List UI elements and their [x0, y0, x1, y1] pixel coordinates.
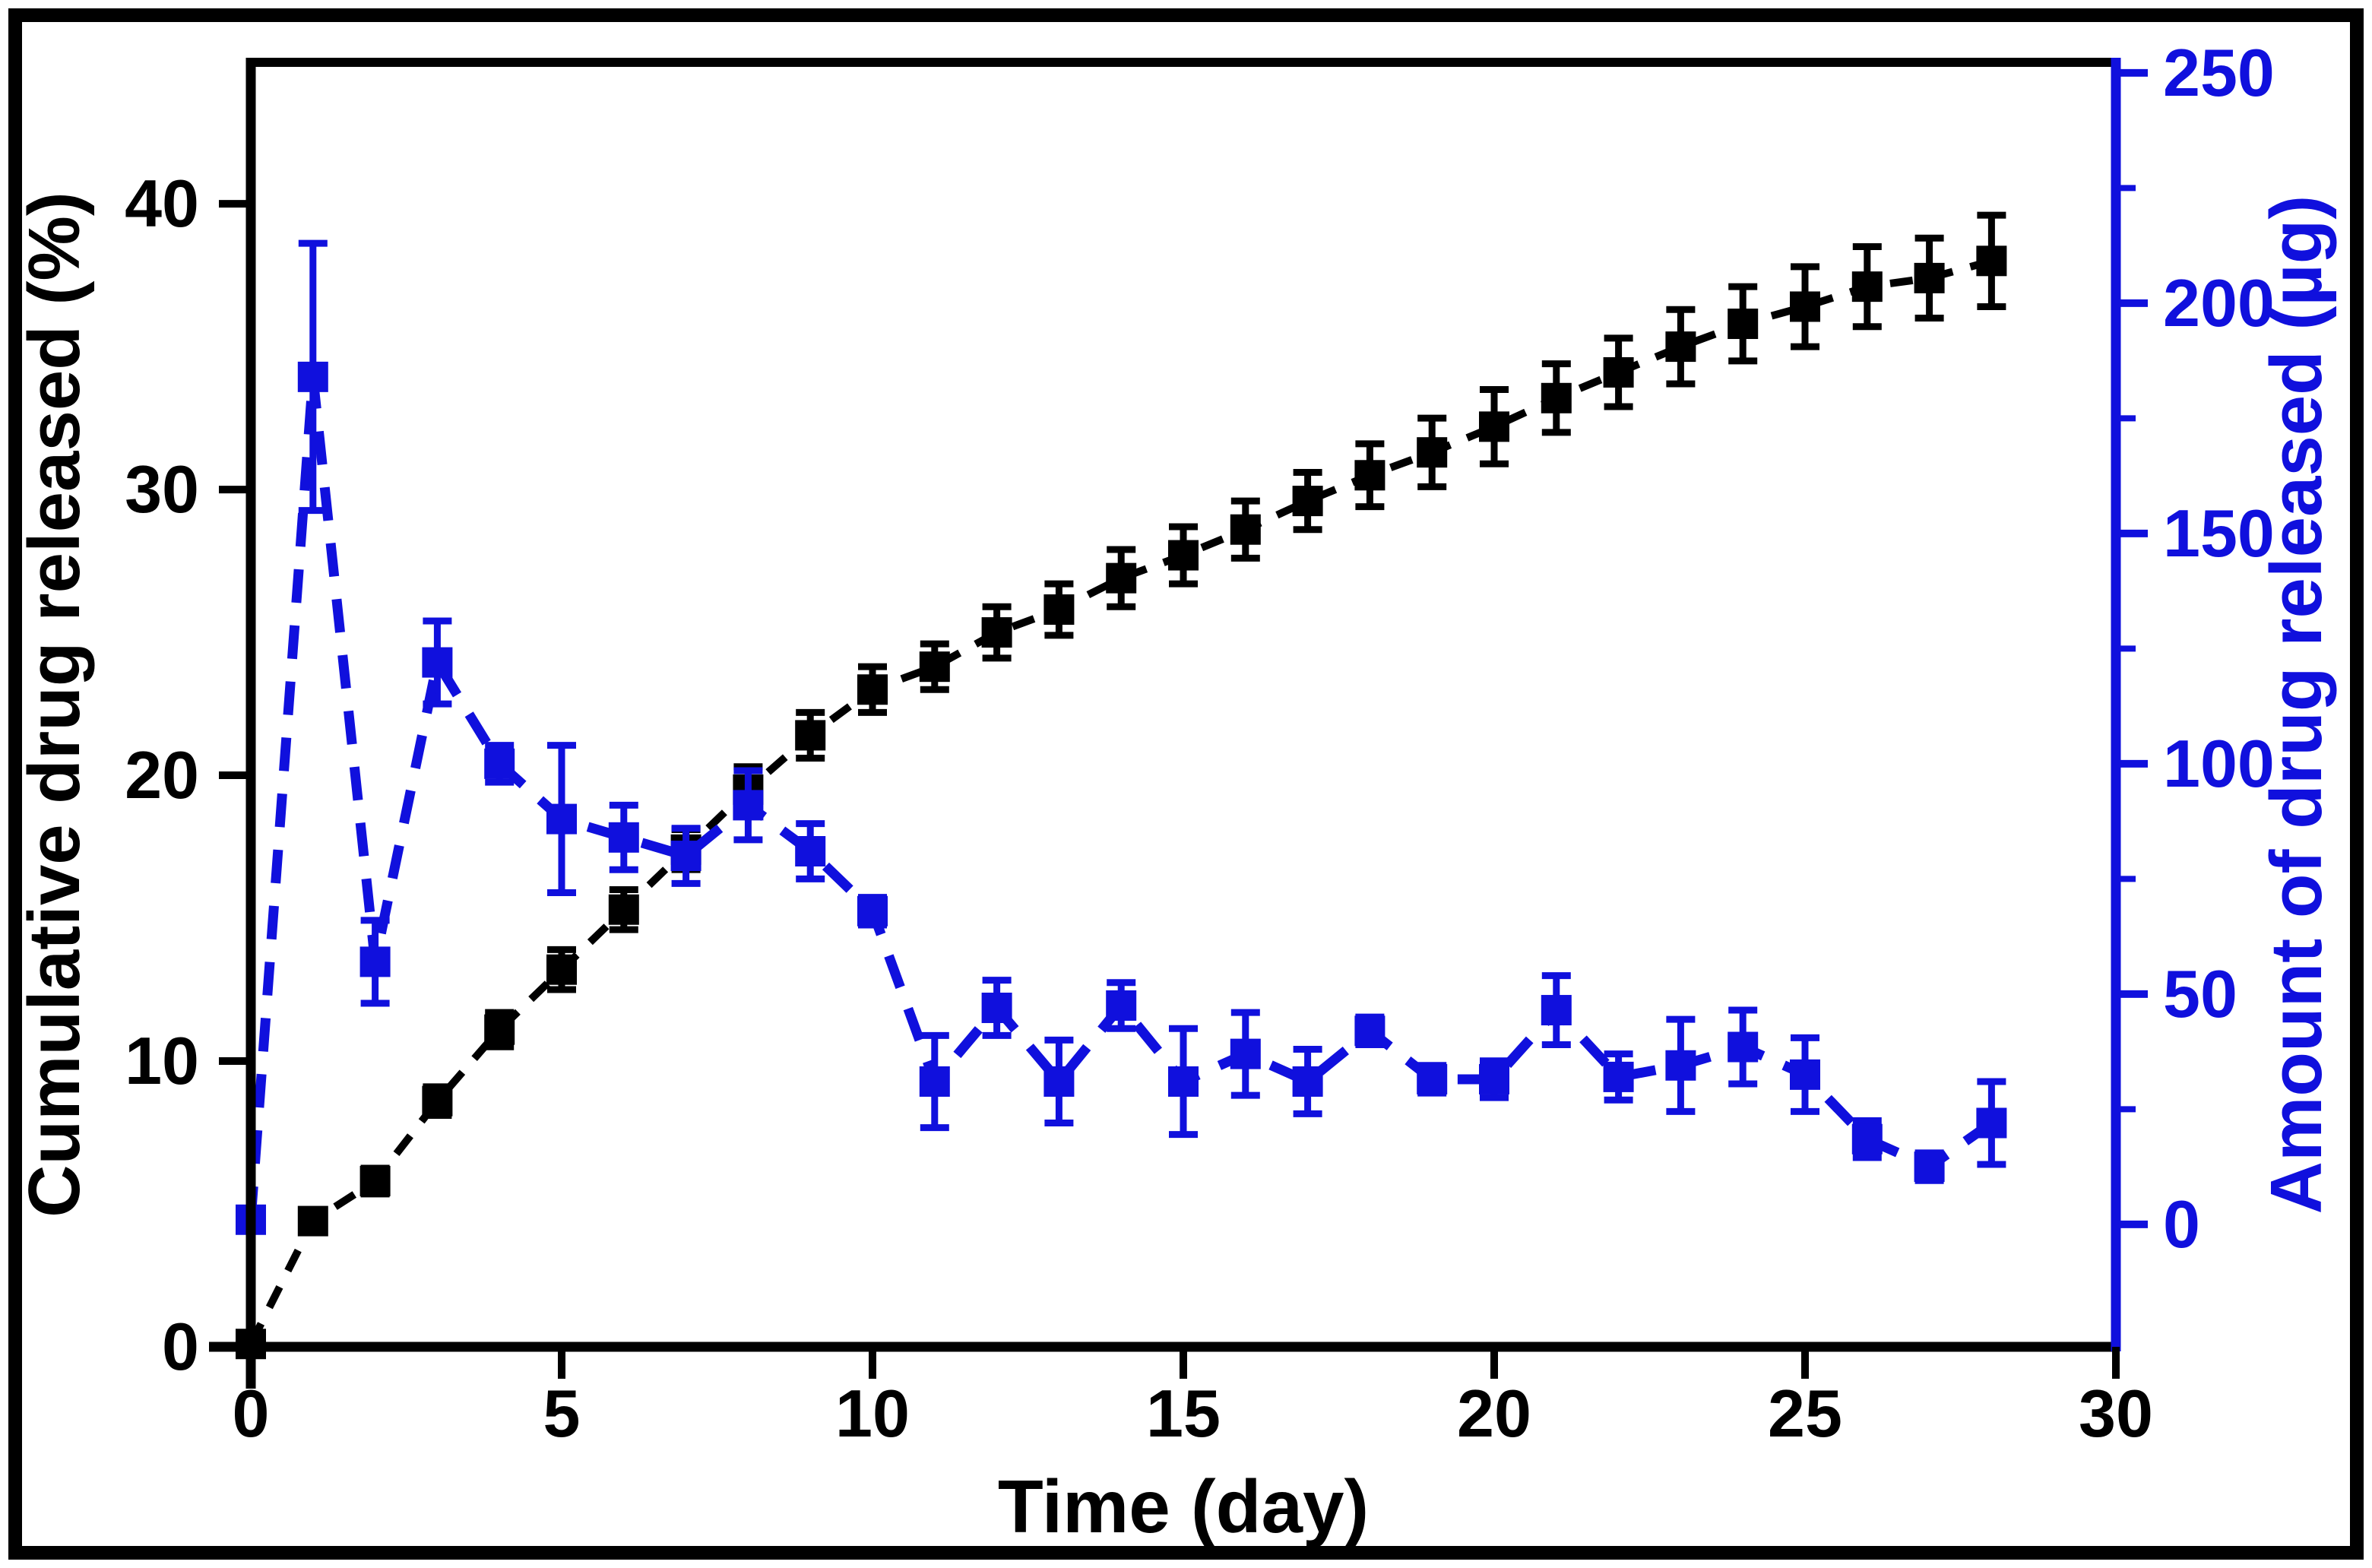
x-axis-title: Time (day) [998, 1465, 1369, 1548]
series-line [247, 257, 1993, 1346]
data-point-marker [1851, 1123, 1883, 1155]
data-point-marker [1417, 1063, 1448, 1094]
data-point-marker [1665, 1050, 1696, 1081]
data-point-marker [1541, 995, 1572, 1026]
data-point-marker [1728, 1031, 1759, 1063]
data-point-marker [297, 1205, 328, 1237]
right-axis-tick-label: 0 [2163, 1186, 2200, 1262]
right-axis-tick-label: 50 [2163, 956, 2237, 1031]
data-point-marker [1541, 382, 1572, 413]
x-axis-tick-label: 25 [1768, 1376, 1842, 1451]
data-point-marker [1603, 1061, 1634, 1092]
x-axis-tick-label: 0 [233, 1376, 270, 1451]
data-point-marker [359, 1165, 391, 1196]
data-point-marker [919, 1066, 950, 1097]
data-point-marker [359, 946, 391, 977]
data-point-marker [422, 1085, 453, 1117]
data-point-marker [1230, 1038, 1261, 1069]
data-point-marker [1043, 1066, 1075, 1097]
data-point-marker [1603, 356, 1634, 388]
left-axis-tick-label: 40 [125, 166, 199, 241]
x-axis-tick-label: 10 [835, 1376, 910, 1451]
data-point-marker [1790, 1059, 1820, 1090]
data-point-marker [733, 790, 764, 821]
left-axis-tick-label: 20 [125, 737, 199, 813]
series-markers [236, 245, 2007, 1360]
right-axis-tick-label: 100 [2163, 726, 2275, 801]
right-axis-tick-label: 150 [2163, 496, 2275, 571]
data-point-marker [1230, 514, 1261, 545]
left-axis-tick-label: 0 [162, 1309, 199, 1384]
data-point-marker [1790, 291, 1820, 322]
x-axis-tick-label: 5 [543, 1376, 581, 1451]
blue-series [236, 239, 2007, 1235]
data-point-marker [422, 647, 453, 678]
data-point-marker [484, 1014, 515, 1045]
data-point-marker [1665, 331, 1696, 363]
data-point-marker [1976, 245, 2007, 277]
data-point-marker [795, 720, 826, 751]
data-point-marker [857, 674, 888, 705]
figure-outer-border [8, 8, 2364, 1560]
right-axis-tick-label: 250 [2163, 35, 2275, 110]
data-point-marker [1976, 1107, 2007, 1139]
data-point-marker [1728, 309, 1759, 340]
data-point-marker [1914, 1151, 1945, 1183]
data-point-marker [546, 954, 577, 985]
x-axis-tick-label: 20 [1457, 1376, 1531, 1451]
data-point-marker [1354, 460, 1386, 491]
data-point-marker [297, 361, 328, 392]
right-y-axis-title: Amount of drug released (µg) [2256, 195, 2337, 1215]
data-point-marker [795, 835, 826, 866]
data-point-marker [1914, 262, 1945, 293]
data-point-marker [1354, 1015, 1386, 1047]
data-point-marker [608, 894, 639, 925]
data-point-marker [670, 841, 701, 872]
left-axis-tick-label: 30 [125, 451, 199, 527]
data-point-marker [1479, 1063, 1509, 1094]
black-series [236, 211, 2007, 1360]
data-point-marker [1292, 486, 1323, 517]
data-point-marker [546, 803, 577, 835]
tick-labels-layer: 0 10 20 30 40 0 5 10 15 20 25 30 0 50 100 150 200 250 [125, 35, 2275, 1451]
data-point-marker [919, 651, 950, 683]
data-point-marker [484, 748, 515, 779]
left-y-axis-title: Cumulative drug released (%) [14, 192, 95, 1218]
axes-layer [209, 58, 2148, 1389]
data-point-marker [1043, 594, 1075, 625]
data-point-marker [1292, 1066, 1323, 1097]
data-point-marker [981, 617, 1012, 648]
plot-data-layer [236, 211, 2007, 1360]
data-point-marker [981, 993, 1012, 1024]
series-line [245, 376, 1995, 1221]
series-markers [236, 361, 2007, 1235]
data-point-marker [1106, 562, 1137, 594]
data-point-marker [1168, 1066, 1199, 1097]
data-point-marker [1851, 271, 1883, 303]
left-axis-tick-label: 10 [125, 1023, 199, 1098]
data-point-marker [857, 895, 888, 927]
data-point-marker [608, 822, 639, 853]
data-point-marker [1479, 411, 1509, 442]
data-point-marker [1417, 437, 1448, 468]
data-point-marker [1168, 540, 1199, 571]
right-axis-tick-label: 200 [2163, 265, 2275, 341]
x-axis-tick-label: 15 [1146, 1376, 1221, 1451]
data-point-marker [1106, 990, 1137, 1021]
x-axis-tick-label: 30 [2079, 1376, 2153, 1451]
